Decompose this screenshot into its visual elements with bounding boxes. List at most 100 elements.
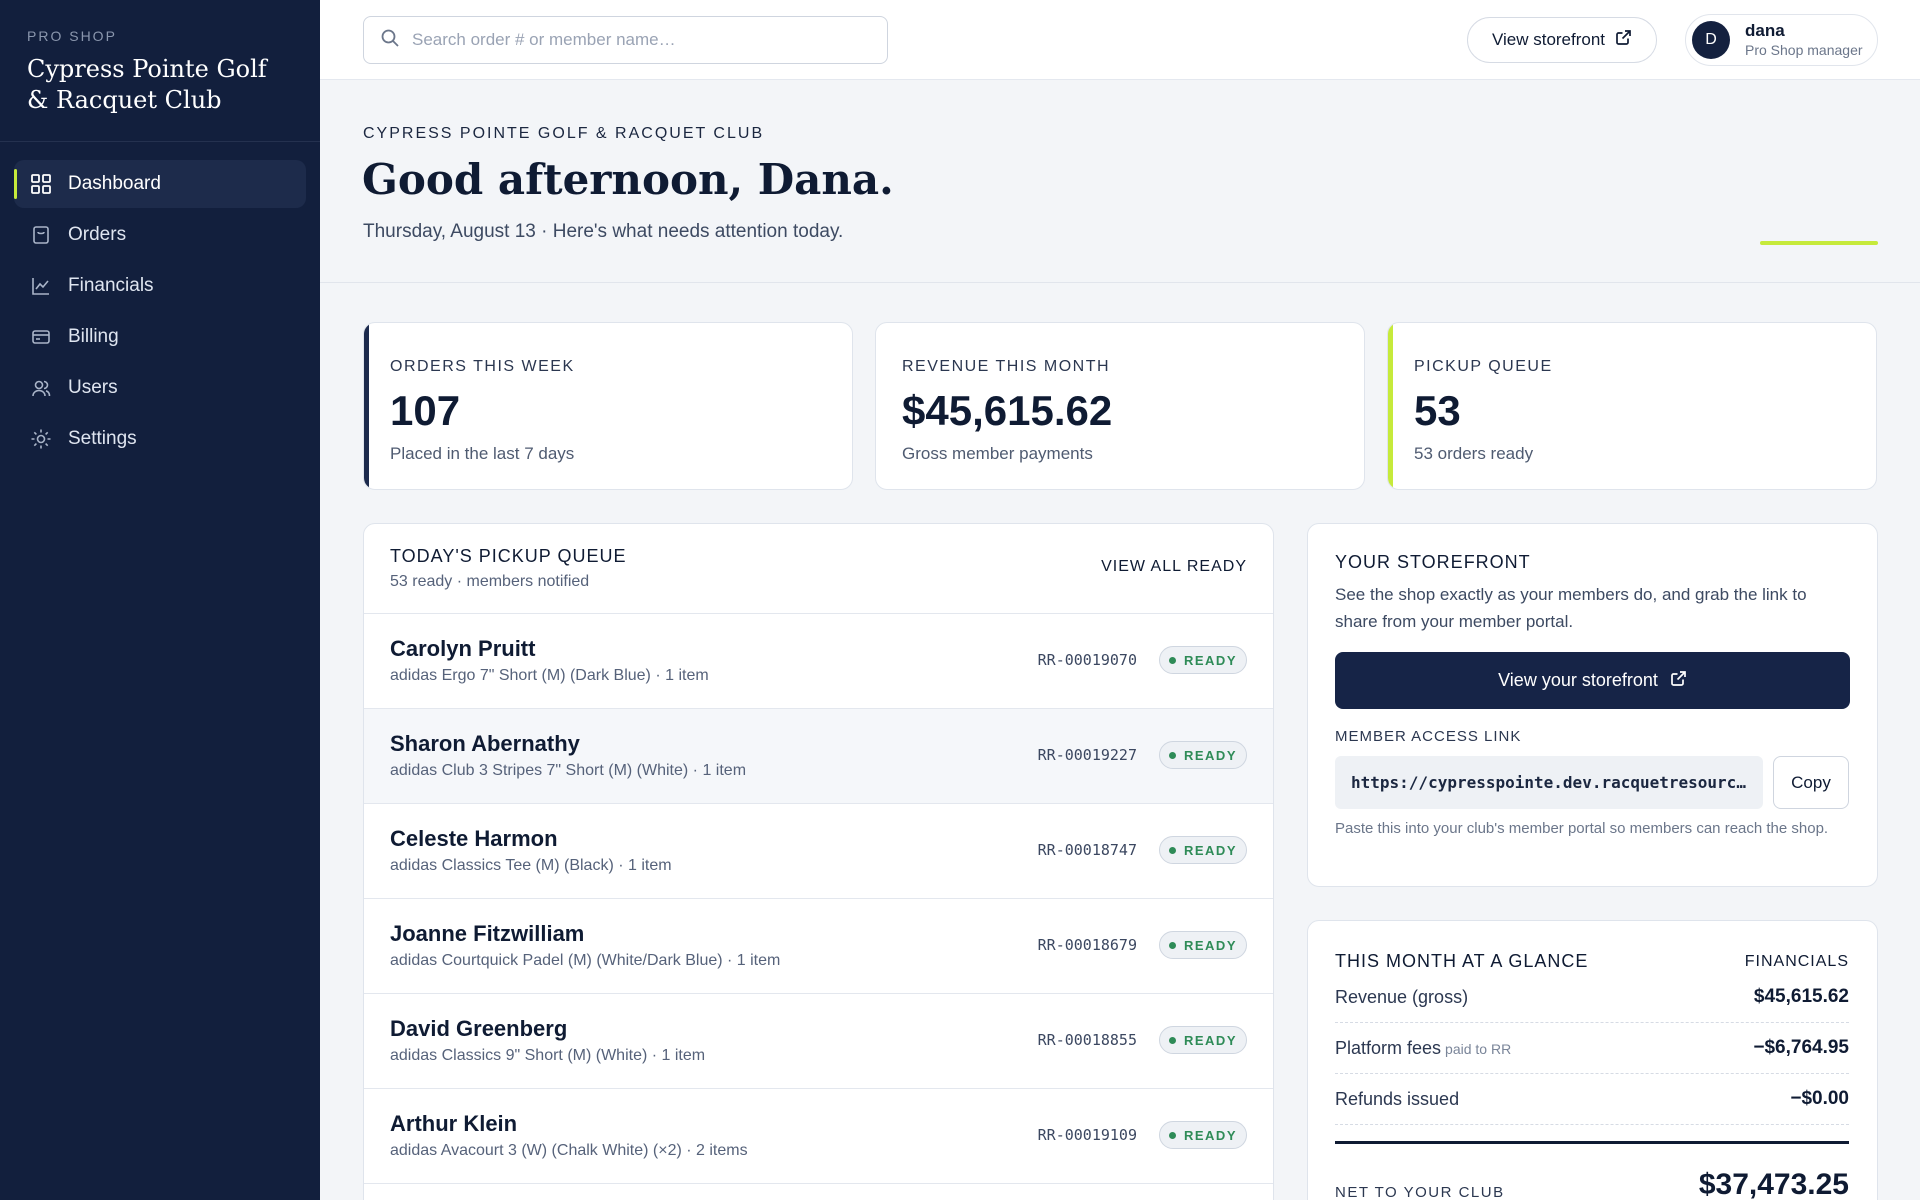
user-name: dana bbox=[1745, 21, 1785, 40]
table-row[interactable]: Carolyn Pruitt adidas Ergo 7" Short (M) … bbox=[364, 614, 1273, 709]
accent-divider bbox=[1760, 241, 1878, 245]
orders-icon bbox=[30, 224, 52, 246]
order-items: adidas Club 3 Stripes 7" Short (M) (Whit… bbox=[390, 762, 747, 779]
search-box[interactable] bbox=[363, 16, 888, 64]
sidebar-item-label: Orders bbox=[68, 224, 127, 245]
table-row[interactable]: Celeste Harmon adidas Classics Tee (M) (… bbox=[364, 804, 1273, 899]
sidebar-item-financials[interactable]: Financials bbox=[14, 262, 306, 310]
dashboard-icon bbox=[30, 173, 52, 195]
member-name: Carolyn Pruitt bbox=[390, 636, 536, 661]
sidebar-item-dashboard[interactable]: Dashboard bbox=[14, 160, 306, 208]
member-access-link-value: https://cypresspointe.dev.racquetresourc… bbox=[1351, 773, 1747, 792]
order-number: RR-00019109 bbox=[1037, 1126, 1137, 1144]
status-dot-icon bbox=[1168, 1131, 1176, 1139]
view-all-ready-link[interactable]: VIEW ALL READY bbox=[1101, 558, 1247, 575]
glance-value: $45,615.62 bbox=[1753, 986, 1849, 1007]
table-row[interactable]: Sharon Abernathy adidas Club 3 Stripes 7… bbox=[364, 709, 1273, 804]
order-number: RR-00018747 bbox=[1037, 841, 1137, 859]
glance-value: −$0.00 bbox=[1790, 1088, 1849, 1109]
club-name-eyebrow: CYPRESS POINTE GOLF & RACQUET CLUB bbox=[363, 125, 765, 142]
financials-link[interactable]: FINANCIALS bbox=[1744, 952, 1849, 970]
search-input[interactable] bbox=[412, 30, 872, 50]
billing-icon bbox=[30, 326, 52, 348]
table-row[interactable]: Arthur Klein adidas Avacourt 3 (W) (Chal… bbox=[364, 1089, 1273, 1184]
order-items: adidas Classics Tee (M) (Black) · 1 item bbox=[390, 857, 672, 874]
sidebar-item-billing[interactable]: Billing bbox=[14, 313, 306, 361]
status-label: READY bbox=[1183, 1127, 1237, 1143]
stat-value: 107 bbox=[390, 387, 461, 434]
member-name: Celeste Harmon bbox=[390, 826, 558, 851]
status-badge: READY bbox=[1159, 646, 1247, 674]
table-row[interactable]: David Greenberg adidas Classics 9" Short… bbox=[364, 994, 1273, 1089]
status-label: READY bbox=[1183, 1032, 1237, 1048]
status-label: READY bbox=[1183, 747, 1237, 763]
page-title: Good afternoon, Dana. bbox=[362, 155, 894, 204]
view-your-storefront-button[interactable]: View your storefront bbox=[1335, 652, 1850, 709]
member-access-link-label: MEMBER ACCESS LINK bbox=[1335, 728, 1522, 745]
status-dot-icon bbox=[1168, 1036, 1176, 1044]
avatar: D bbox=[1692, 21, 1730, 59]
user-info: dana Pro Shop manager bbox=[1745, 21, 1863, 59]
status-label: READY bbox=[1183, 842, 1237, 858]
order-items: adidas Courtquick Padel (M) (White/Dark … bbox=[390, 952, 781, 969]
storefront-card: YOUR STOREFRONT See the shop exactly as … bbox=[1307, 523, 1878, 887]
member-name: David Greenberg bbox=[390, 1016, 568, 1041]
glance-total-row: NET TO YOUR CLUB $37,473.25 bbox=[1335, 1141, 1849, 1200]
sidebar-item-orders[interactable]: Orders bbox=[14, 211, 306, 259]
view-storefront-button[interactable]: View storefront bbox=[1467, 17, 1657, 63]
status-badge: READY bbox=[1159, 1121, 1247, 1149]
status-dot-icon bbox=[1168, 846, 1176, 854]
order-items: adidas Ergo 7" Short (M) (Dark Blue) · 1… bbox=[390, 667, 709, 684]
status-dot-icon bbox=[1168, 656, 1176, 664]
glance-row-platform-fees: Platform fees paid to RR −$6,764.95 bbox=[1335, 1023, 1849, 1074]
glance-label-note: paid to RR bbox=[1445, 1040, 1512, 1057]
order-number: RR-00019070 bbox=[1037, 651, 1137, 669]
glance-label: Platform fees bbox=[1335, 1037, 1442, 1058]
user-menu[interactable]: D dana Pro Shop manager bbox=[1685, 14, 1878, 66]
sidebar-item-users[interactable]: Users bbox=[14, 364, 306, 412]
sidebar-item-label: Billing bbox=[68, 326, 119, 347]
stat-card-revenue: REVENUE THIS MONTH $45,615.62 Gross memb… bbox=[875, 322, 1365, 490]
status-badge: READY bbox=[1159, 741, 1247, 769]
sidebar-item-label: Users bbox=[68, 377, 118, 398]
member-name: Sharon Abernathy bbox=[390, 731, 580, 756]
external-link-icon bbox=[1615, 29, 1632, 51]
stat-note: Gross member payments bbox=[902, 444, 1093, 463]
stat-label: PICKUP QUEUE bbox=[1414, 358, 1553, 375]
glance-title: THIS MONTH AT A GLANCE bbox=[1335, 951, 1589, 971]
external-link-icon bbox=[1670, 670, 1687, 692]
stat-accent-bar bbox=[364, 323, 369, 489]
member-access-link-field[interactable]: https://cypresspointe.dev.racquetresourc… bbox=[1335, 756, 1763, 809]
stat-label: ORDERS THIS WEEK bbox=[390, 358, 575, 375]
status-dot-icon bbox=[1168, 751, 1176, 759]
stat-value: 53 bbox=[1414, 387, 1461, 434]
top-bar: View storefront D dana Pro Shop manager bbox=[320, 0, 1920, 80]
status-badge: READY bbox=[1159, 836, 1247, 864]
sidebar-item-label: Settings bbox=[68, 428, 137, 449]
storefront-hint: Paste this into your club's member porta… bbox=[1335, 820, 1829, 837]
sidebar-nav: Dashboard Orders Financials Billing User… bbox=[0, 142, 320, 463]
glance-label: Refunds issued bbox=[1335, 1088, 1460, 1109]
sidebar: PRO SHOP Cypress Pointe Golf & Racquet C… bbox=[0, 0, 320, 1200]
copy-button[interactable]: Copy bbox=[1773, 756, 1849, 809]
stat-value: $45,615.62 bbox=[902, 387, 1113, 434]
stat-note: Placed in the last 7 days bbox=[390, 444, 575, 463]
order-items: adidas Classics 9" Short (M) (White) · 1… bbox=[390, 1047, 706, 1064]
glance-label: Revenue (gross) bbox=[1335, 986, 1469, 1007]
member-name: Arthur Klein bbox=[390, 1111, 518, 1136]
member-name: Joanne Fitzwilliam bbox=[390, 921, 585, 946]
pickup-queue-panel: TODAY'S PICKUP QUEUE 53 ready · members … bbox=[363, 523, 1274, 1200]
status-badge: READY bbox=[1159, 931, 1247, 959]
storefront-description: See the shop exactly as your members do,… bbox=[1335, 585, 1807, 631]
table-row[interactable]: Joanne Fitzwilliam adidas Courtquick Pad… bbox=[364, 899, 1273, 994]
order-number: RR-00018855 bbox=[1037, 1031, 1137, 1049]
status-badge: READY bbox=[1159, 1026, 1247, 1054]
users-icon bbox=[30, 377, 52, 399]
sidebar-item-settings[interactable]: Settings bbox=[14, 415, 306, 463]
settings-icon bbox=[30, 428, 52, 450]
sidebar-item-label: Dashboard bbox=[68, 173, 161, 194]
view-storefront-label: View storefront bbox=[1491, 30, 1606, 49]
glance-total-value: $37,473.25 bbox=[1698, 1168, 1849, 1200]
page-subtitle: Thursday, August 13 · Here's what needs … bbox=[363, 221, 844, 242]
storefront-title: YOUR STOREFRONT bbox=[1335, 552, 1531, 572]
